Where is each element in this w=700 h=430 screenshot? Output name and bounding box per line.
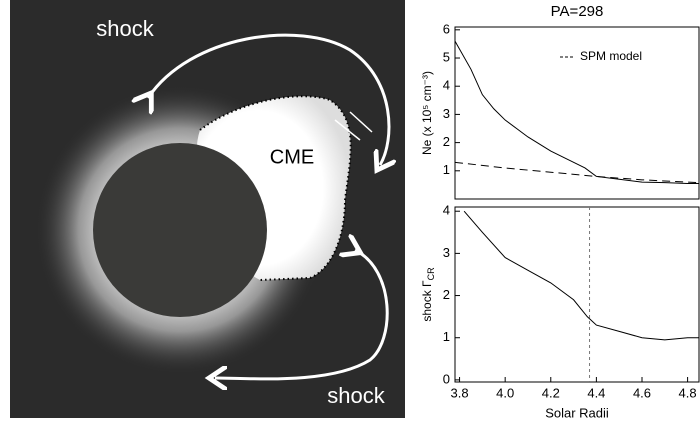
data-line: [464, 211, 699, 340]
data-line: [455, 162, 699, 182]
image-label: shock: [327, 383, 385, 408]
plot-frame: [455, 207, 699, 382]
y-tick-label: 3: [443, 245, 450, 260]
page: shock CME shock PA=298 1 2 3 4 5 6 Ne (x 10⁵ cm…: [0, 0, 700, 425]
chart-title: PA=298: [551, 3, 604, 20]
y-tick-label: 3: [443, 106, 450, 121]
y-axis-label-main: shock Γ: [420, 280, 434, 322]
y-tick-label: 2: [443, 134, 450, 149]
plot-frame: [455, 27, 699, 199]
x-tick-label: 4.6: [633, 385, 651, 400]
image-label: shock: [96, 16, 154, 41]
y-axis-label: shock ΓCR: [420, 267, 436, 322]
x-tick-label: 4.4: [587, 385, 605, 400]
y-axis-label-sub: CR: [426, 267, 436, 280]
y-tick-label: 1: [443, 329, 450, 344]
x-axis-label: Solar Radii: [545, 405, 609, 420]
image-label: CME: [270, 146, 314, 168]
y-tick-label: 2: [443, 287, 450, 302]
y-tick-label: 6: [443, 21, 450, 36]
coronagraph-image: shock CME shock: [10, 0, 405, 418]
legend-label: SPM model: [580, 49, 642, 63]
y-tick-label: 1: [443, 162, 450, 177]
x-tick-label: 4.8: [679, 385, 697, 400]
x-tick-label: 4.2: [542, 385, 560, 400]
x-tick-label: 4.0: [496, 385, 514, 400]
y-tick-label: 5: [443, 49, 450, 64]
y-tick-label: 4: [443, 203, 450, 218]
y-axis-label: Ne (x 10⁵ cm⁻³): [420, 71, 434, 155]
x-tick-label: 3.8: [451, 385, 469, 400]
figure: shock CME shock PA=298 1 2 3 4 5 6 Ne (x 10⁵ cm…: [0, 0, 700, 425]
y-tick-label: 4: [443, 78, 450, 93]
y-tick-label: 0: [443, 371, 450, 386]
data-line: [455, 41, 699, 183]
